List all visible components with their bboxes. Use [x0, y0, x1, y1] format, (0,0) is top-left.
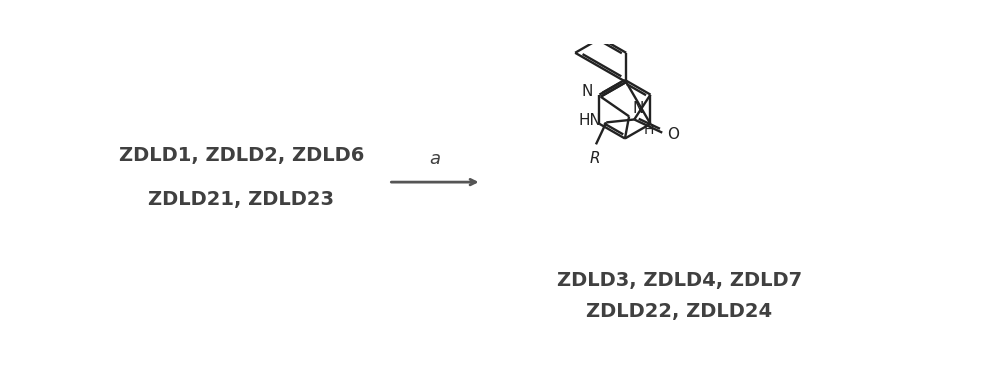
- Text: ZDLD1, ZDLD2, ZDLD6: ZDLD1, ZDLD2, ZDLD6: [119, 146, 364, 165]
- Text: N: N: [582, 84, 593, 99]
- Text: HN: HN: [579, 113, 602, 128]
- Text: ZDLD22, ZDLD24: ZDLD22, ZDLD24: [586, 302, 772, 321]
- Text: O: O: [667, 127, 679, 142]
- Text: ZDLD3, ZDLD4, ZDLD7: ZDLD3, ZDLD4, ZDLD7: [557, 271, 802, 290]
- Text: ZDLD21, ZDLD23: ZDLD21, ZDLD23: [148, 190, 334, 208]
- Text: N: N: [632, 101, 644, 116]
- Text: a: a: [430, 150, 440, 168]
- Text: H: H: [644, 123, 654, 137]
- Text: R: R: [589, 151, 600, 166]
